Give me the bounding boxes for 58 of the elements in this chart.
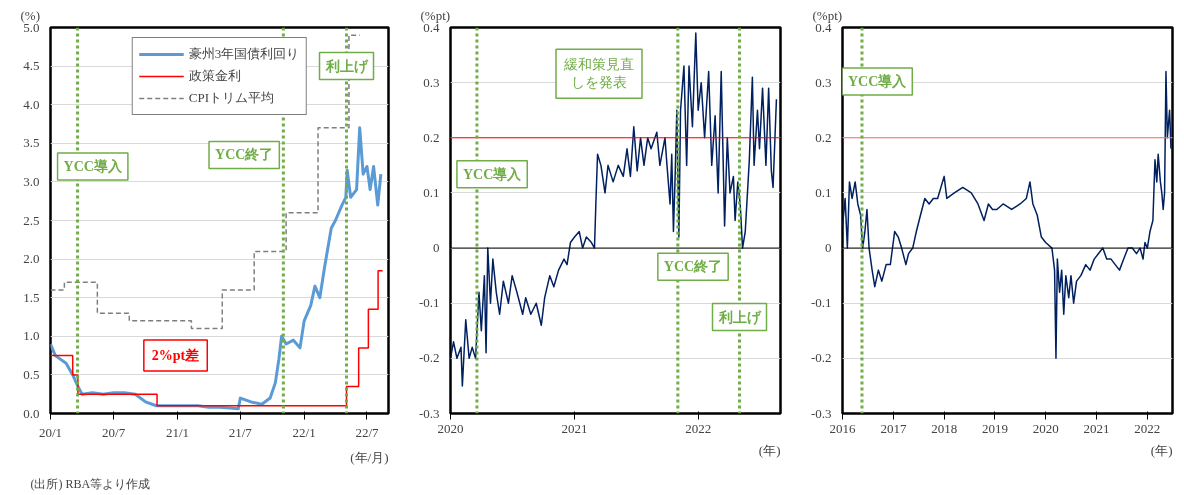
y-tick-label: 1.0 <box>23 328 40 344</box>
y-tick-label: 3.5 <box>23 135 40 151</box>
line-series <box>450 32 778 387</box>
x-tick-label: 22/7 <box>355 424 380 440</box>
annotation: 2%pt差 <box>151 348 200 364</box>
y-tick-label: -0.1 <box>418 295 440 311</box>
x-tick-label: 21/7 <box>228 424 253 440</box>
y-tick-label: 1.5 <box>23 289 40 305</box>
legend-label: 政策金利 <box>188 67 241 85</box>
ref-line-label: YCC終了 <box>663 259 723 275</box>
x-axis-title: (年) <box>1150 442 1173 458</box>
y-tick-label: -0.1 <box>810 295 832 311</box>
y-tick-label: 0.3 <box>815 74 832 90</box>
y-tick-label: 0.5 <box>23 366 40 382</box>
x-axis-title: (年/月) <box>350 449 389 465</box>
y-tick-label: 0 <box>433 240 440 256</box>
x-tick-label: 2021 <box>561 420 588 436</box>
ref-line-label: YCC導入 <box>847 73 908 90</box>
y-tick-label: -0.2 <box>810 350 832 366</box>
x-tick-label: 2019 <box>981 420 1008 436</box>
x-tick-label: 20/1 <box>38 424 63 440</box>
y-tick-label: -0.3 <box>810 405 832 421</box>
ref-line-label: YCC導入 <box>462 165 523 182</box>
y-tick-label: 2.0 <box>23 251 40 267</box>
y-tick-label: 0.2 <box>815 129 832 145</box>
x-tick-label: 20/7 <box>102 424 126 440</box>
x-tick-label: 2017 <box>880 420 907 436</box>
x-tick-label: 2020 <box>1032 420 1059 436</box>
x-tick-label: 21/1 <box>165 424 190 440</box>
line-series <box>842 70 1172 360</box>
x-tick-label: 2022 <box>685 420 712 436</box>
x-tick-label: 22/1 <box>292 424 316 440</box>
annotation: 緩和策見直しを発表 <box>563 57 634 91</box>
ref-line-label: 利上げ <box>717 309 762 325</box>
y-tick-label: -0.3 <box>418 405 440 421</box>
y-tick-label: 0.1 <box>815 184 832 200</box>
ref-line-label: 利上げ <box>324 58 369 74</box>
y-tick-label: 4.0 <box>23 96 40 112</box>
legend-label: 豪州3年国債利回り <box>188 45 300 63</box>
text: (出所) RBA等より作成 <box>30 476 151 491</box>
x-tick-label: 2018 <box>931 420 958 436</box>
x-tick-label: 2016 <box>829 420 856 436</box>
y-tick-label: 4.5 <box>23 58 40 74</box>
ref-line-label: YCC導入 <box>63 157 123 174</box>
x-tick-label: 2022 <box>1134 420 1161 436</box>
x-axis-title: (年) <box>758 442 781 458</box>
ref-line-label: YCC終了 <box>215 147 274 163</box>
y-tick-label: 0.0 <box>23 405 40 421</box>
y-tick-label: 0 <box>825 240 832 256</box>
y-tick-label: 3.0 <box>23 173 40 189</box>
x-tick-label: 2021 <box>1083 420 1110 436</box>
y-tick-label: 2.5 <box>23 212 40 228</box>
y-tick-label: 0.2 <box>423 129 440 145</box>
y-tick-label: 0.1 <box>423 184 440 200</box>
x-tick-label: 2020 <box>437 420 464 436</box>
legend-label: CPIトリム平均 <box>188 89 274 107</box>
y-tick-label: -0.2 <box>418 350 440 366</box>
y-tick-label: 0.3 <box>423 74 440 90</box>
